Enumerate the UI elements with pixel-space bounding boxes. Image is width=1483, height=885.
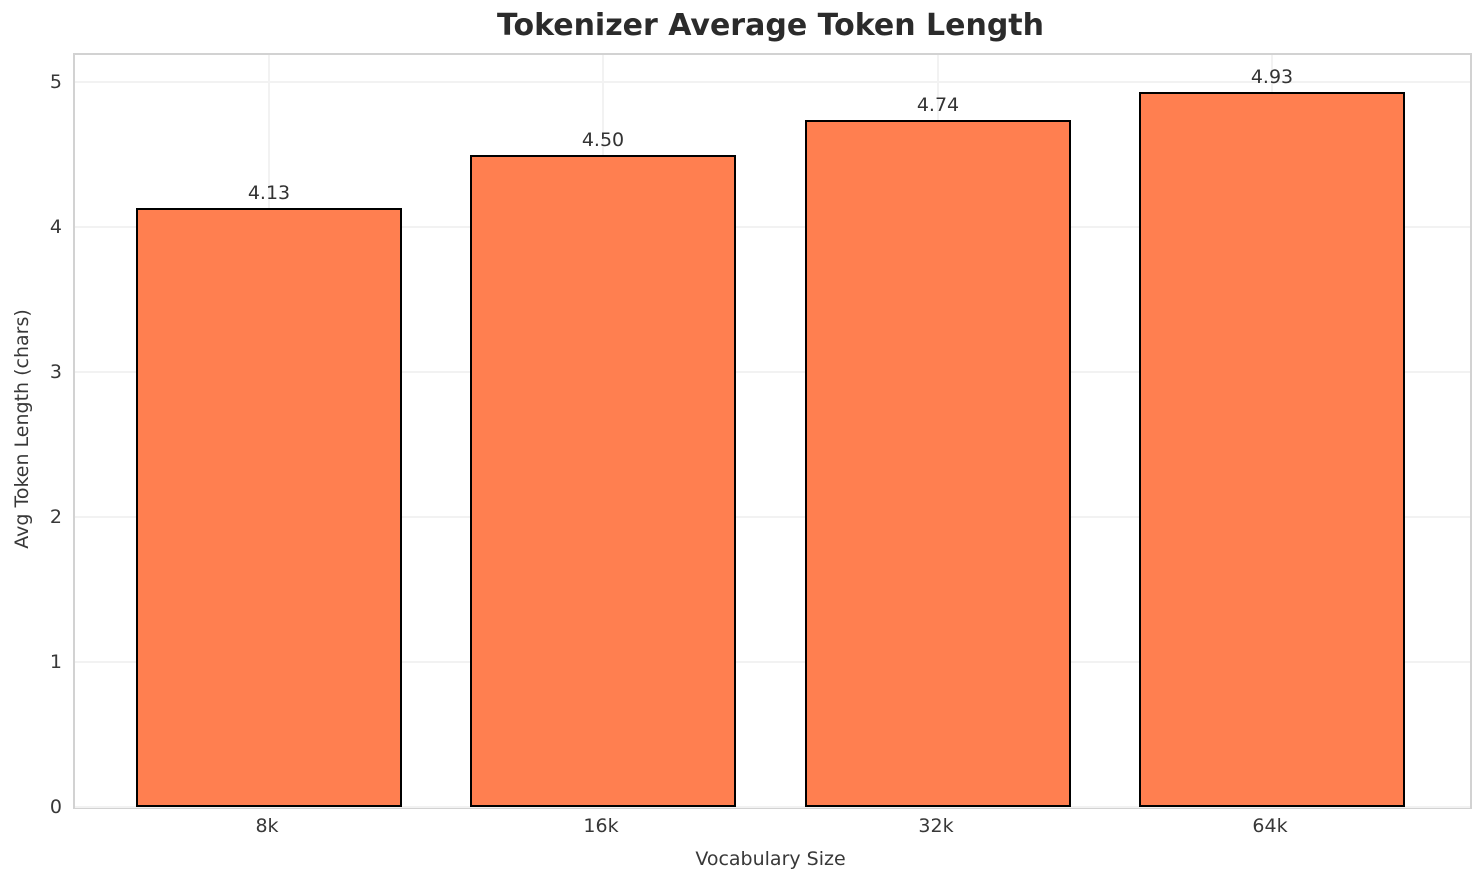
bar-value-label: 4.50 bbox=[581, 128, 625, 151]
gridline-horizontal bbox=[75, 226, 1470, 228]
x-tick-label: 8k bbox=[255, 815, 279, 837]
y-tick-label: 2 bbox=[49, 506, 62, 528]
gridline-horizontal bbox=[75, 806, 1470, 808]
x-tick-label: 64k bbox=[1252, 815, 1288, 837]
bar-value-label: 4.93 bbox=[1250, 66, 1294, 89]
chart-title: Tokenizer Average Token Length bbox=[496, 8, 1044, 43]
y-tick-label: 5 bbox=[49, 71, 62, 93]
bar-value-label: 4.13 bbox=[247, 182, 291, 205]
y-tick-label: 3 bbox=[49, 361, 62, 383]
x-tick-label: 32k bbox=[918, 815, 954, 837]
x-tick-label: 16k bbox=[583, 815, 619, 837]
x-axis-ticks: 8k 16k 32k 64k bbox=[73, 815, 1468, 845]
bar-32k bbox=[805, 119, 1071, 807]
bar-8k bbox=[136, 208, 402, 807]
bar-value-label: 4.74 bbox=[916, 93, 960, 116]
plot-area: 4.13 4.50 4.74 4.93 bbox=[73, 53, 1472, 809]
gridline-horizontal bbox=[75, 81, 1470, 83]
y-axis-ticks: 0 1 2 3 4 5 bbox=[0, 53, 62, 818]
y-tick-label: 4 bbox=[49, 216, 62, 238]
x-axis-label: Vocabulary Size bbox=[695, 848, 846, 870]
y-tick-label: 0 bbox=[49, 796, 62, 818]
gridline-horizontal bbox=[75, 371, 1470, 373]
bar-16k bbox=[470, 154, 736, 807]
gridline-horizontal bbox=[75, 661, 1470, 663]
y-axis-label: Avg Token Length (chars) bbox=[11, 309, 33, 549]
gridline-horizontal bbox=[75, 516, 1470, 518]
bar-64k bbox=[1139, 92, 1405, 807]
y-tick-label: 1 bbox=[49, 651, 62, 673]
